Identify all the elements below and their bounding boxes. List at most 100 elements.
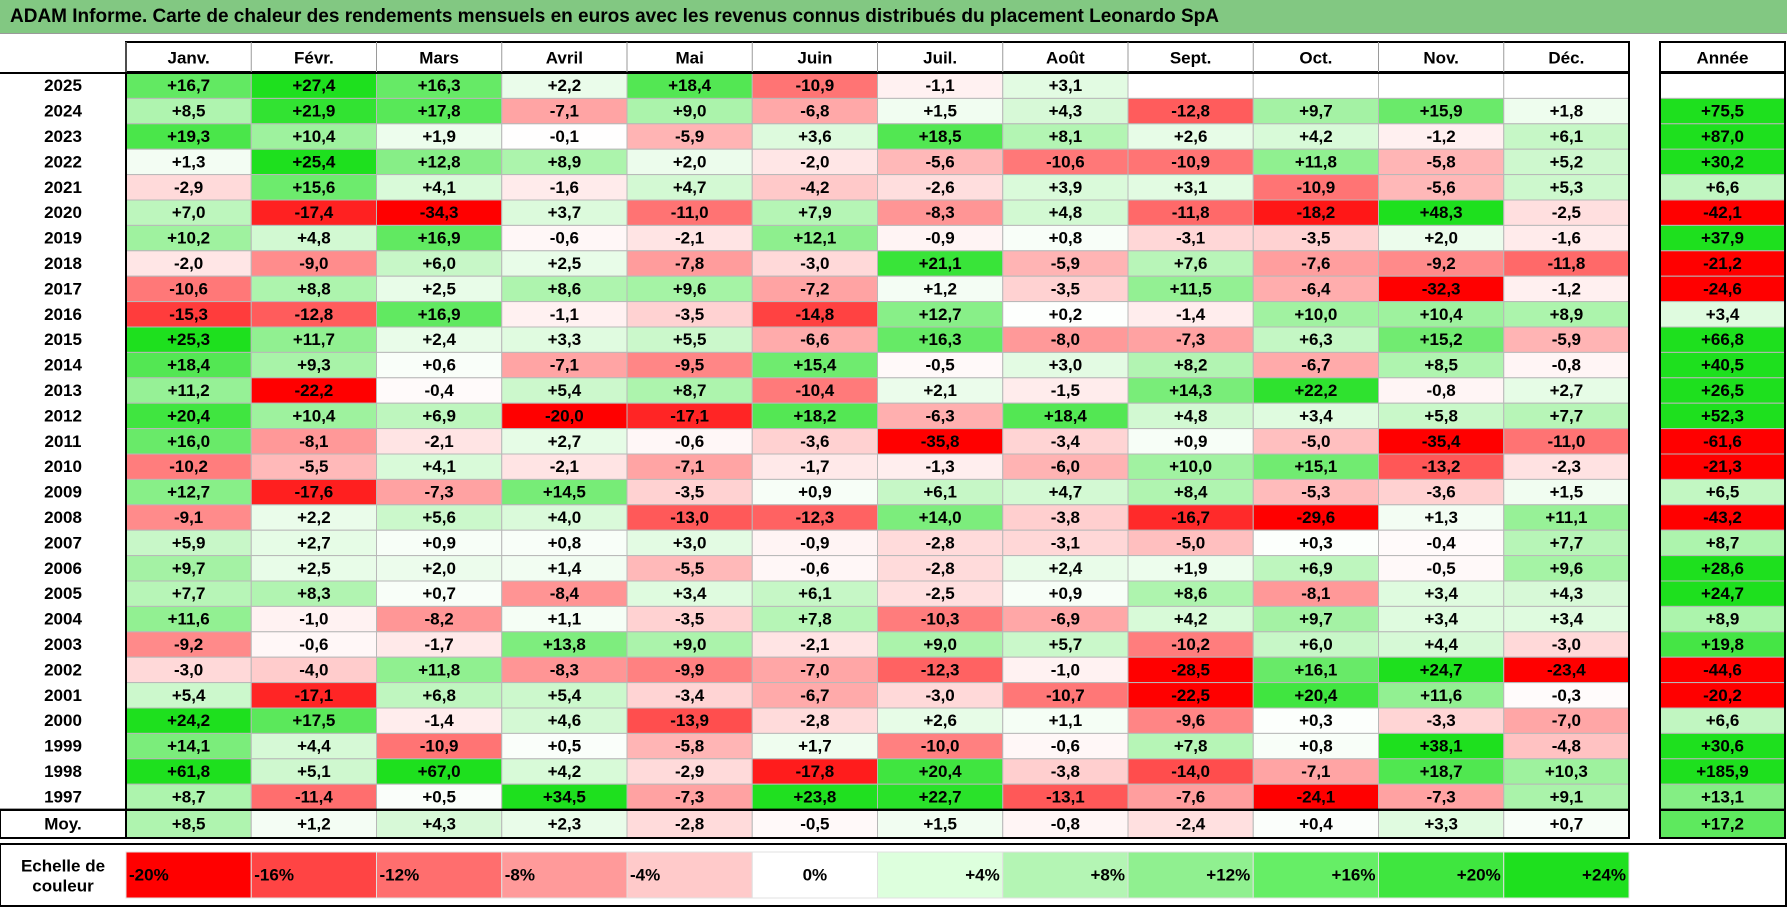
annual-cell-value: +87,0: [1701, 127, 1744, 146]
annual-cell: [1659, 72, 1786, 99]
heatmap-cell-value: +2,7: [548, 432, 582, 451]
heatmap-cell: [125, 199, 252, 226]
average-annual-value: +17,2: [1701, 815, 1744, 834]
heatmap-cell: [1252, 250, 1379, 277]
scale-stop-label: +16%: [1332, 866, 1376, 885]
heatmap-cell: [1378, 301, 1505, 328]
heatmap-cell: [250, 555, 377, 582]
heatmap-cell-value: +3,4: [1424, 584, 1458, 603]
heatmap-cell: [1127, 555, 1254, 582]
heatmap-cell: [1127, 783, 1254, 811]
heatmap-cell: [125, 555, 252, 582]
heatmap-cell: [501, 732, 628, 760]
heatmap-cell-value: +1,9: [1174, 559, 1208, 578]
annual-cell-value: +3,4: [1706, 305, 1740, 324]
heatmap-cell: [626, 250, 753, 277]
heatmap-cell-value: -5,0: [1176, 533, 1205, 552]
heatmap-cell-value: +11,8: [418, 660, 460, 679]
row-year-label: 2022: [44, 152, 82, 171]
heatmap-cell-value: -2,8: [800, 711, 829, 730]
heatmap-cell-value: +6,1: [923, 483, 957, 502]
heatmap-cell-value: -8,0: [1051, 330, 1080, 349]
heatmap-cell: [751, 478, 878, 506]
heatmap-cell-value: -10,9: [796, 76, 835, 95]
heatmap-cell-value: +18,4: [1044, 406, 1088, 425]
heatmap-cell-value: +7,7: [172, 584, 206, 603]
heatmap-cell-value: -7,3: [1426, 787, 1455, 806]
heatmap-cell: [1252, 783, 1379, 811]
heatmap-cell-value: +3,1: [1174, 178, 1208, 197]
heatmap-cell: [250, 174, 377, 201]
heatmap-cell-value: +0,9: [1049, 584, 1083, 603]
heatmap-cell-value: +8,6: [548, 279, 582, 298]
heatmap-cell-value: -2,1: [424, 432, 453, 451]
heatmap-cell-value: -7,8: [675, 254, 704, 273]
heatmap-cell-value: -9,9: [675, 660, 704, 679]
heatmap-cell: [376, 377, 503, 404]
heatmap-cell-value: -4,2: [800, 178, 829, 197]
heatmap-cell-value: -7,1: [550, 356, 579, 375]
average-cell: [1378, 809, 1505, 839]
heatmap-cell-value: -9,6: [1176, 711, 1205, 730]
heatmap-cell-value: -1,3: [925, 457, 954, 476]
heatmap-cell-value: -5,3: [1301, 483, 1330, 502]
heatmap-cell: [626, 453, 753, 480]
heatmap-cell-value: -11,8: [1547, 254, 1585, 273]
heatmap-cell-value: +7,9: [798, 203, 832, 222]
heatmap-grid: Janv. Févr. Mars Avril Mai Juin Juil. Août Sept.…: [0, 41, 1787, 907]
heatmap-cell-value: -28,5: [1171, 660, 1210, 679]
heatmap-cell: [376, 174, 503, 201]
heatmap-cell: [751, 148, 878, 176]
row-year-label: 2010: [44, 457, 82, 476]
heatmap-cell: [501, 758, 628, 785]
heatmap-cell: [1252, 174, 1379, 201]
annual-cell-value: -44,6: [1703, 660, 1742, 679]
heatmap-cell: [1002, 72, 1129, 99]
heatmap-cell-value: -0,6: [1051, 737, 1080, 756]
heatmap-cell-value: +8,8: [297, 279, 331, 298]
heatmap-cell: [751, 351, 878, 379]
heatmap-cell-value: +24,7: [1420, 660, 1463, 679]
heatmap-cell-value: +6,1: [798, 584, 832, 603]
scale-stop-label: +20%: [1457, 866, 1501, 885]
heatmap-cell-value: -3,4: [1051, 432, 1081, 451]
heatmap-cell-value: -3,3: [1426, 711, 1455, 730]
heatmap-cell-value: -0,8: [1426, 381, 1455, 400]
heatmap-cell-value: +10,2: [167, 229, 210, 248]
annual-cell-value: +40,5: [1701, 356, 1744, 375]
heatmap-cell: [751, 682, 878, 709]
row-year-label: 2025: [44, 76, 82, 95]
heatmap-cell-value: +3,1: [1049, 76, 1083, 95]
heatmap-cell: [1127, 529, 1254, 557]
heatmap-cell-value: +10,0: [1169, 457, 1212, 476]
heatmap-cell: [376, 250, 503, 277]
heatmap-cell: [1002, 377, 1129, 404]
heatmap-cell: [125, 682, 252, 709]
heatmap-cell-value: -10,9: [420, 737, 459, 756]
scale-stop-label: 0%: [803, 866, 828, 885]
heatmap-cell: [1252, 326, 1379, 353]
heatmap-cell-value: -4,0: [299, 660, 328, 679]
heatmap-cell-value: -2,9: [174, 178, 203, 197]
heatmap-cell: [1002, 402, 1129, 430]
heatmap-cell-value: -6,3: [925, 406, 954, 425]
scale-swatch: [1127, 851, 1254, 899]
heatmap-cell-value: +48,3: [1420, 203, 1463, 222]
annual-cell-value: -42,1: [1703, 203, 1742, 222]
heatmap-cell-value: -0,9: [925, 229, 954, 248]
row-year-label: 2005: [44, 584, 82, 603]
heatmap-cell: [877, 758, 1004, 785]
heatmap-cell-value: -6,7: [1301, 356, 1330, 375]
annual-cell-value: +24,7: [1701, 584, 1744, 603]
annual-cell-value: +66,8: [1701, 330, 1744, 349]
row-year-label: 2003: [44, 635, 82, 654]
heatmap-cell-value: -8,4: [550, 584, 580, 603]
heatmap-cell-value: -5,9: [675, 127, 704, 146]
annual-cell-value: +37,9: [1701, 229, 1744, 248]
heatmap-cell: [751, 504, 878, 531]
heatmap-cell: [626, 326, 753, 353]
row-year-label: 2008: [44, 508, 82, 527]
heatmap-cell: [501, 428, 628, 455]
annual-cell-value: +6,5: [1706, 483, 1740, 502]
heatmap-cell-value: +0,9: [422, 533, 456, 552]
